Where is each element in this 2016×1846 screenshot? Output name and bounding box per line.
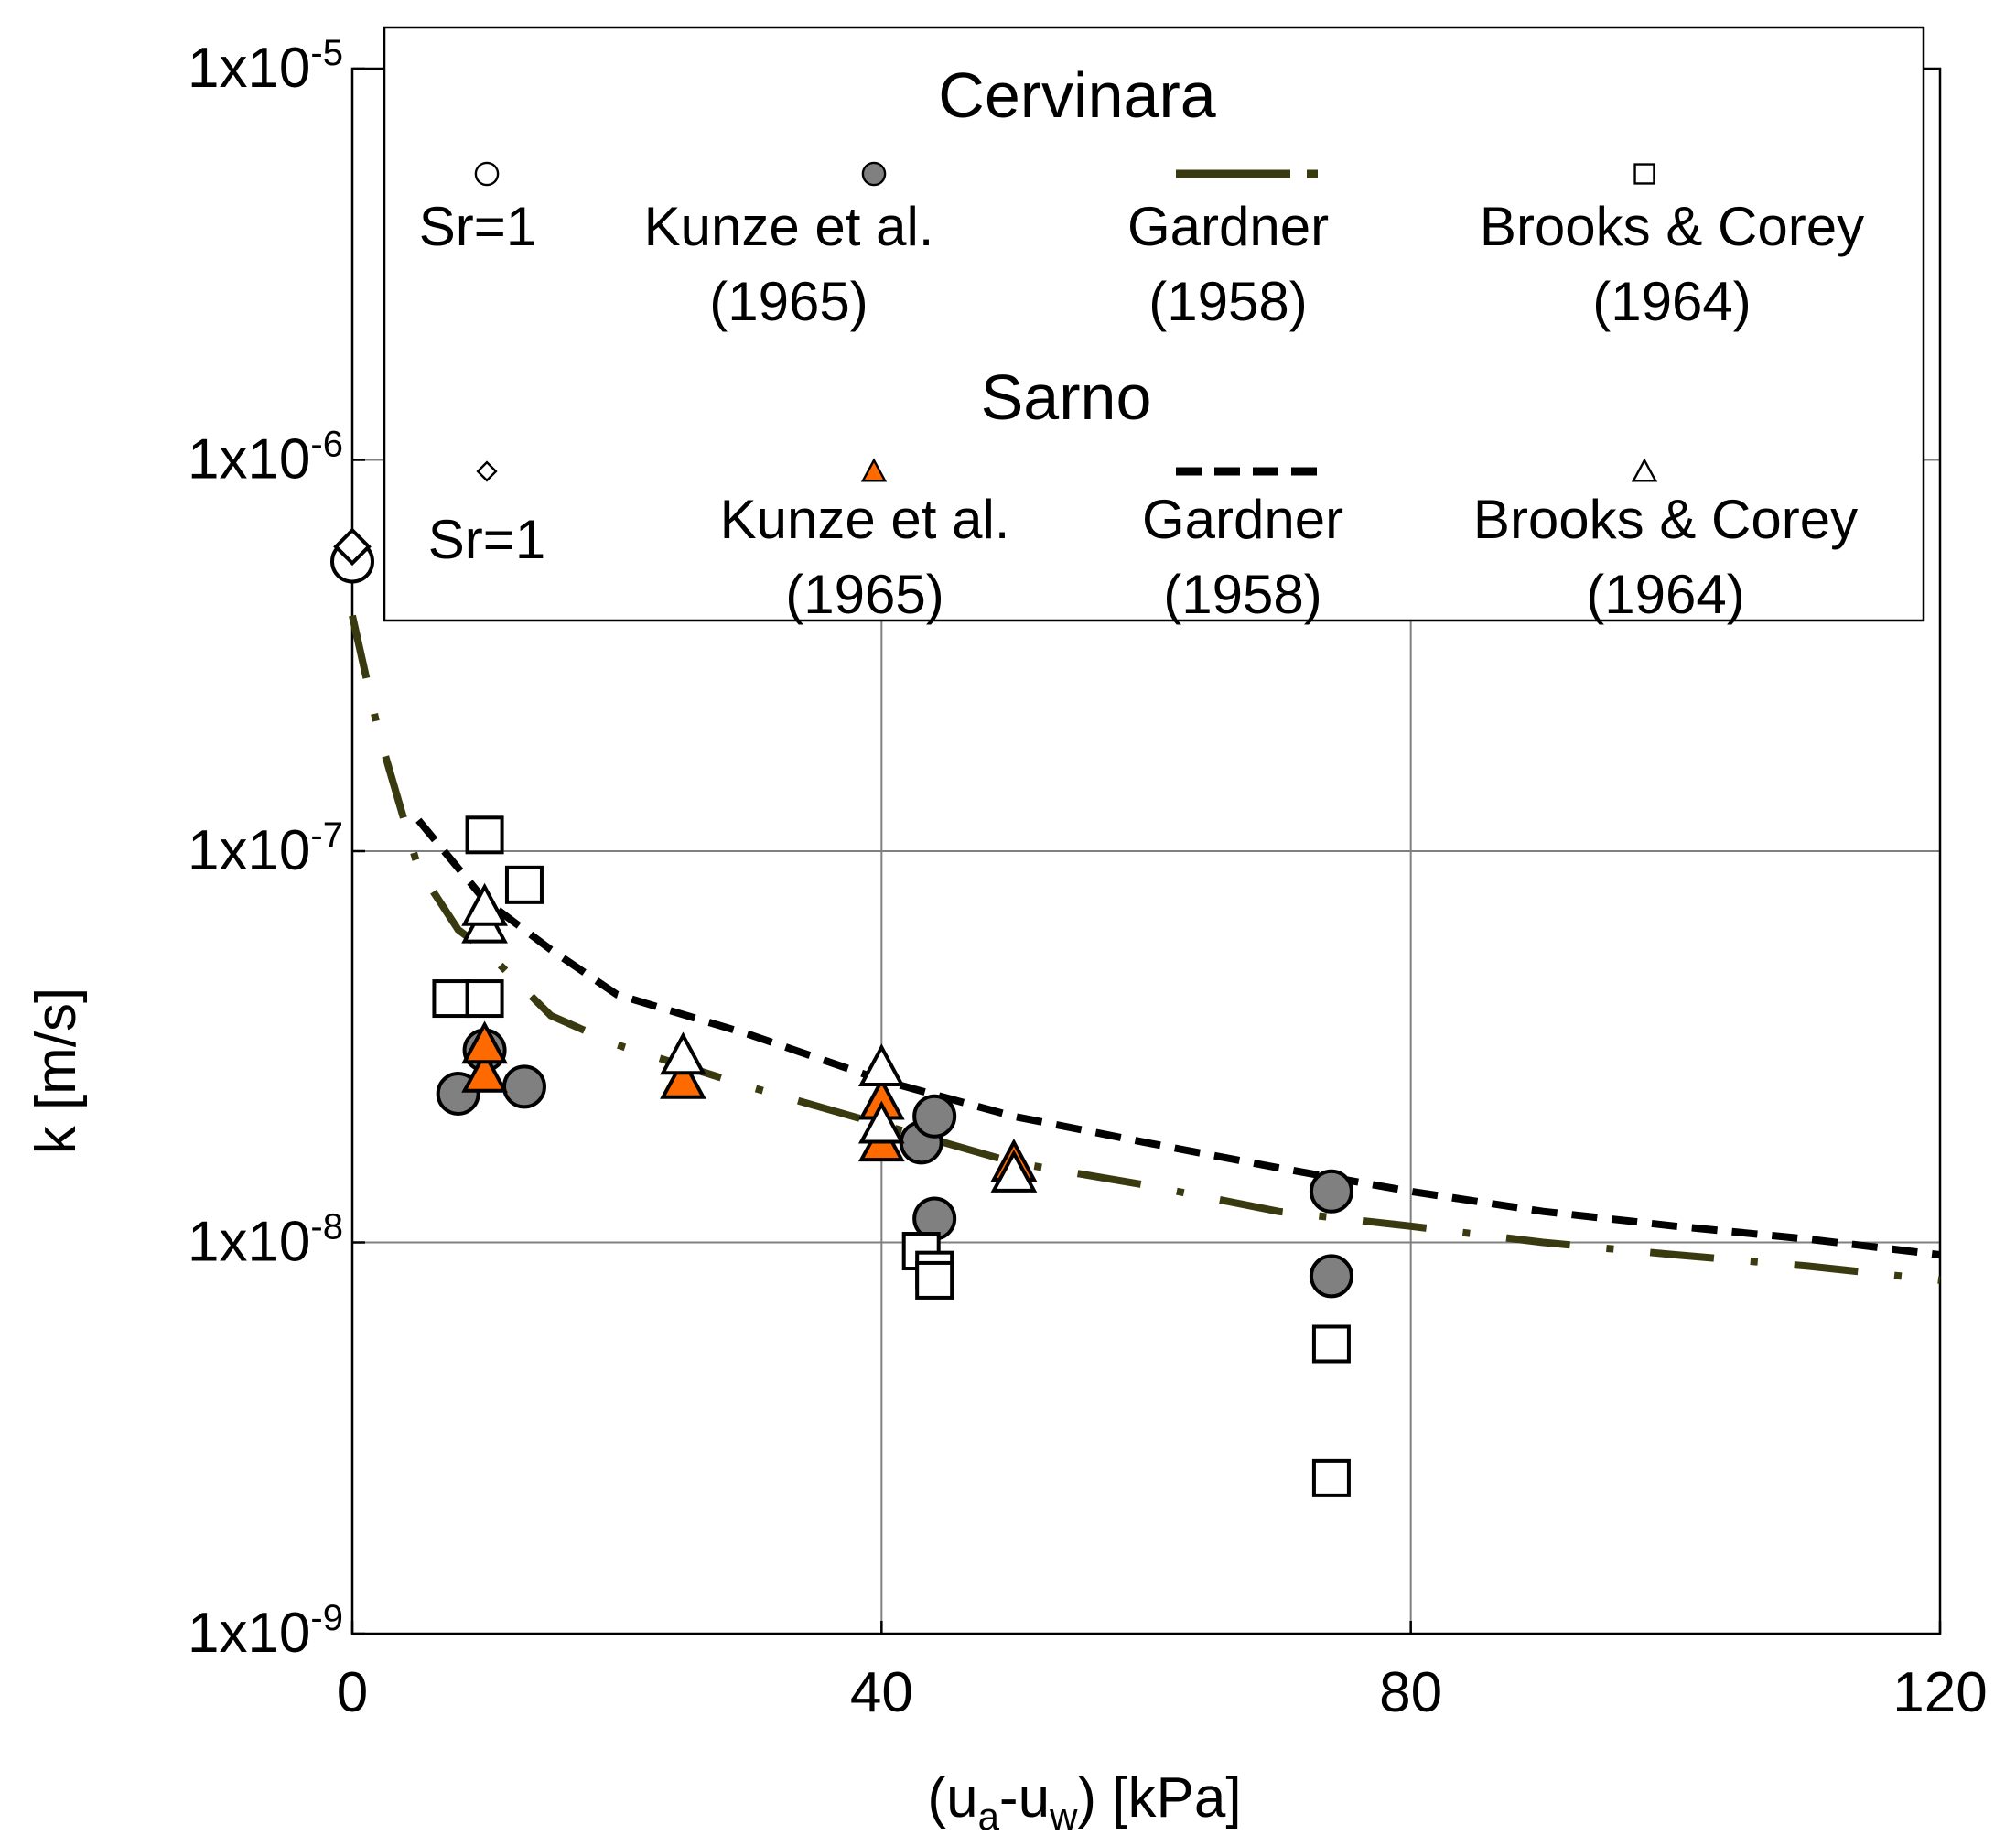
legend-title-cervinara: Cervinara <box>938 59 1216 131</box>
data-point-sarno-brooks <box>990 1150 1038 1193</box>
legend-label-line: (1964) <box>1586 564 1744 625</box>
series-sarno-gardner <box>415 817 1941 1258</box>
data-point-cervinara-brooks <box>1311 1324 1351 1364</box>
x-tick-label: 80 <box>1379 1661 1442 1724</box>
data-point-sarno-brooks <box>857 1043 905 1087</box>
legend-entries: Sr=1 Kunze et al. (1965) Gardner (1958) Brook… <box>419 161 1864 625</box>
y-tick-mantissa: 1x10 <box>188 819 310 882</box>
y-tick-label: 1x10-5 <box>188 33 343 100</box>
y-tick-exponent: -7 <box>310 815 343 856</box>
legend-item-sarno-sr1: Sr=1 <box>428 460 545 570</box>
x-label-mid: -u <box>999 1766 1050 1830</box>
legend-label-line: Kunze et al. <box>720 489 1010 550</box>
series-cervinara-gardner <box>349 614 1941 1284</box>
data-point-cervinara-brooks <box>915 1260 954 1300</box>
x-label-sub-a: a <box>978 1795 1000 1838</box>
legend-label-line: (1965) <box>785 564 943 625</box>
y-tick-mantissa: 1x10 <box>188 1602 310 1665</box>
y-tick-label: 1x10-9 <box>188 1598 343 1665</box>
legend-label-line: Gardner <box>1127 196 1329 257</box>
y-tick-mantissa: 1x10 <box>188 37 310 100</box>
data-point-sarno-kunze <box>461 1049 508 1093</box>
legend: Cervinara Sarno Sr=1 Kunze et al. (1965) Ga… <box>383 26 1925 625</box>
legend-item-cervinara-brooks: Brooks & Corey (1964) <box>1480 163 1864 332</box>
x-tick-label: 40 <box>850 1661 913 1724</box>
legend-label-line: (1964) <box>1592 271 1751 332</box>
data-point-cervinara-brooks <box>1311 1458 1351 1497</box>
legend-label-line: Brooks & Corey <box>1473 489 1858 550</box>
legend-label-line: (1958) <box>1148 271 1307 332</box>
legend-symbol-marker <box>860 458 888 482</box>
y-tick-exponent: -6 <box>310 425 343 465</box>
legend-symbol-marker <box>474 161 500 187</box>
legend-symbol-marker <box>476 460 498 482</box>
legend-box <box>383 26 1925 622</box>
data-point-cervinara-brooks <box>465 815 504 855</box>
data-point-cervinara-kunze <box>1309 1169 1353 1214</box>
y-tick-label: 1x10-6 <box>188 425 343 491</box>
x-axis-label: (ua-uw) [kPa] <box>927 1766 1241 1838</box>
data-point-sarno-brooks <box>660 1031 706 1075</box>
series-cervinara-brooks <box>432 815 1351 1497</box>
legend-label-line: Sr=1 <box>419 196 536 257</box>
data-point-cervinara-kunze <box>912 1094 957 1139</box>
series-sarno-sr1 <box>333 527 372 567</box>
legend-item-cervinara-gardner: Gardner (1958) <box>1127 169 1329 332</box>
data-point-sarno-brooks <box>461 882 508 926</box>
series-layer <box>330 527 1941 1497</box>
legend-symbol-marker <box>1633 163 1655 185</box>
series-line-cervinara-gardner <box>349 614 1941 1284</box>
y-tick-label: 1x10-8 <box>188 1207 343 1274</box>
y-axis-label: k [m/s] <box>25 988 88 1155</box>
data-point-cervinara-kunze <box>501 1064 546 1109</box>
legend-title-sarno: Sarno <box>981 362 1152 433</box>
data-point-sarno-brooks <box>857 1100 905 1144</box>
legend-item-sarno-gardner: Gardner (1958) <box>1142 467 1343 625</box>
legend-label-line: Gardner <box>1142 489 1343 550</box>
legend-label-line: Sr=1 <box>428 509 545 570</box>
legend-item-cervinara-sr1: Sr=1 <box>419 161 536 257</box>
y-tick-exponent: -9 <box>310 1598 343 1638</box>
legend-label-line: Kunze et al. <box>644 196 934 257</box>
data-point-sarno-sr1 <box>333 527 372 567</box>
legend-item-sarno-brooks: Brooks & Corey (1964) <box>1473 458 1858 625</box>
x-tick-label: 0 <box>337 1661 368 1724</box>
legend-label-line: (1958) <box>1163 564 1321 625</box>
legend-symbol-marker <box>1631 458 1658 482</box>
y-tick-mantissa: 1x10 <box>188 428 310 491</box>
y-tick-exponent: -8 <box>310 1207 343 1247</box>
y-tick-exponent: -5 <box>310 33 343 73</box>
x-label-post: ) [kPa] <box>1077 1766 1241 1830</box>
x-tick-label: 120 <box>1892 1661 1987 1724</box>
y-tick-label: 1x10-7 <box>188 815 343 882</box>
data-point-cervinara-brooks <box>432 979 471 1019</box>
data-point-sarno-kunze <box>660 1055 706 1099</box>
legend-item-cervinara-kunze: Kunze et al. (1965) <box>644 161 934 332</box>
x-label-pre: (u <box>927 1766 977 1830</box>
legend-label-line: (1965) <box>709 271 868 332</box>
data-point-cervinara-kunze <box>1309 1254 1353 1299</box>
data-point-cervinara-brooks <box>504 865 544 904</box>
legend-symbol-marker <box>861 161 887 187</box>
y-tick-mantissa: 1x10 <box>188 1211 310 1274</box>
x-label-sub-w: w <box>1049 1795 1078 1838</box>
series-line-sarno-gardner <box>415 817 1941 1258</box>
data-point-sarno-kunze <box>461 1020 508 1064</box>
x-axis-ticks: 0 40 80 120 <box>337 1621 1988 1724</box>
series-sarno-brooks <box>461 882 1038 1193</box>
legend-item-sarno-kunze: Kunze et al. (1965) <box>720 458 1010 625</box>
legend-label-line: Brooks & Corey <box>1480 196 1864 257</box>
data-point-cervinara-brooks <box>465 979 504 1019</box>
